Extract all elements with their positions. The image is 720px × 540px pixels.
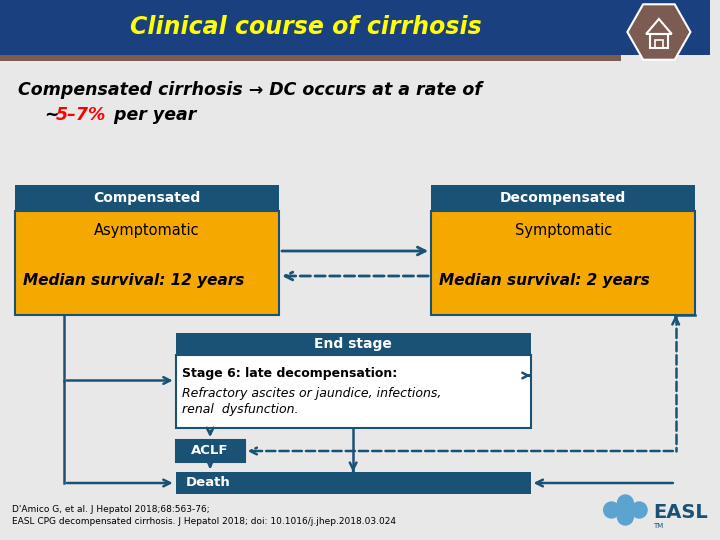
Text: Symptomatic: Symptomatic xyxy=(515,224,612,239)
Text: Refractory ascites or jaundice, infections,: Refractory ascites or jaundice, infectio… xyxy=(182,387,442,400)
FancyBboxPatch shape xyxy=(0,0,710,55)
Circle shape xyxy=(631,502,647,518)
Text: Compensated cirrhosis → DC occurs at a rate of: Compensated cirrhosis → DC occurs at a r… xyxy=(18,81,482,99)
Text: End stage: End stage xyxy=(314,337,392,351)
Text: Decompensated: Decompensated xyxy=(500,191,626,205)
Text: Compensated: Compensated xyxy=(94,191,201,205)
Text: Clinical course of cirrhosis: Clinical course of cirrhosis xyxy=(130,16,482,39)
FancyBboxPatch shape xyxy=(176,355,531,428)
FancyBboxPatch shape xyxy=(176,333,531,355)
Text: ACLF: ACLF xyxy=(192,444,229,457)
FancyBboxPatch shape xyxy=(176,472,531,494)
Text: Stage 6: late decompensation:: Stage 6: late decompensation: xyxy=(182,367,397,380)
Circle shape xyxy=(618,495,634,511)
Text: TM: TM xyxy=(653,523,663,529)
Text: 5–7%: 5–7% xyxy=(56,106,107,124)
Text: EASL CPG decompensated cirrhosis. J Hepatol 2018; doi: 10.1016/j.jhep.2018.03.02: EASL CPG decompensated cirrhosis. J Hepa… xyxy=(12,517,396,526)
Text: EASL: EASL xyxy=(653,503,708,522)
Polygon shape xyxy=(627,4,690,60)
FancyBboxPatch shape xyxy=(15,185,279,211)
Text: D'Amico G, et al. J Hepatol 2018;68:563-76;: D'Amico G, et al. J Hepatol 2018;68:563-… xyxy=(12,505,210,515)
FancyBboxPatch shape xyxy=(176,440,245,462)
Text: ~: ~ xyxy=(45,106,59,124)
FancyBboxPatch shape xyxy=(431,211,696,315)
Text: renal  dysfunction.: renal dysfunction. xyxy=(182,402,299,415)
FancyBboxPatch shape xyxy=(0,55,621,61)
Text: per year: per year xyxy=(102,106,196,124)
Circle shape xyxy=(618,509,634,525)
FancyBboxPatch shape xyxy=(15,211,279,315)
Text: Median survival: 2 years: Median survival: 2 years xyxy=(439,273,649,288)
Text: Median survival: 12 years: Median survival: 12 years xyxy=(23,273,244,288)
Text: Death: Death xyxy=(186,476,230,489)
Text: Asymptomatic: Asymptomatic xyxy=(94,224,199,239)
FancyBboxPatch shape xyxy=(431,185,696,211)
Circle shape xyxy=(603,502,619,518)
